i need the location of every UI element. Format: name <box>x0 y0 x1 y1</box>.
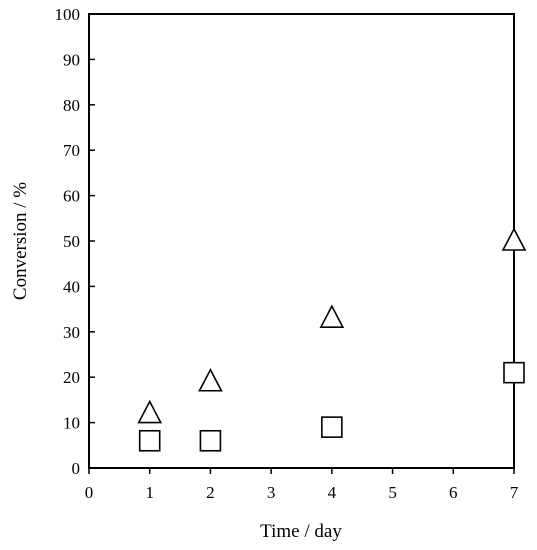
x-tick-label: 3 <box>267 483 276 502</box>
square-marker <box>503 361 525 384</box>
triangle-marker <box>137 399 163 424</box>
triangle-marker <box>198 368 223 392</box>
x-tick-label: 7 <box>510 483 519 502</box>
x-tick-label: 1 <box>145 483 154 502</box>
x-tick-label: 6 <box>449 483 458 502</box>
series-triangle-open <box>137 227 527 424</box>
y-axis-title: Conversion / % <box>10 182 31 300</box>
series-square-open <box>138 361 525 452</box>
square-marker <box>321 416 343 438</box>
y-tick-label: 10 <box>63 414 80 433</box>
y-axis: 0 10 20 30 40 50 60 70 80 90 100 <box>55 5 95 478</box>
x-axis: 0 1 2 3 4 5 6 7 <box>85 468 519 502</box>
x-tick-label: 5 <box>388 483 397 502</box>
x-axis-title: Time / day <box>260 521 342 542</box>
y-tick-label: 30 <box>63 323 80 342</box>
square-marker <box>138 429 161 452</box>
y-tick-label: 20 <box>63 368 80 387</box>
y-tick-label: 0 <box>72 459 81 478</box>
y-tick-label: 50 <box>63 232 80 251</box>
y-tick-label: 60 <box>63 187 80 206</box>
y-tick-label: 40 <box>63 277 80 296</box>
y-tick-label: 90 <box>63 50 80 69</box>
triangle-marker <box>319 304 345 328</box>
x-tick-label: 4 <box>328 483 337 502</box>
x-tick-label: 2 <box>206 483 215 502</box>
data-series <box>137 227 527 452</box>
triangle-marker <box>501 227 527 251</box>
plot-frame <box>88 13 515 469</box>
y-tick-label: 80 <box>63 96 80 115</box>
y-tick-label: 70 <box>63 141 80 160</box>
x-tick-label: 0 <box>85 483 94 502</box>
square-marker <box>199 429 222 452</box>
y-tick-label: 100 <box>55 5 81 24</box>
